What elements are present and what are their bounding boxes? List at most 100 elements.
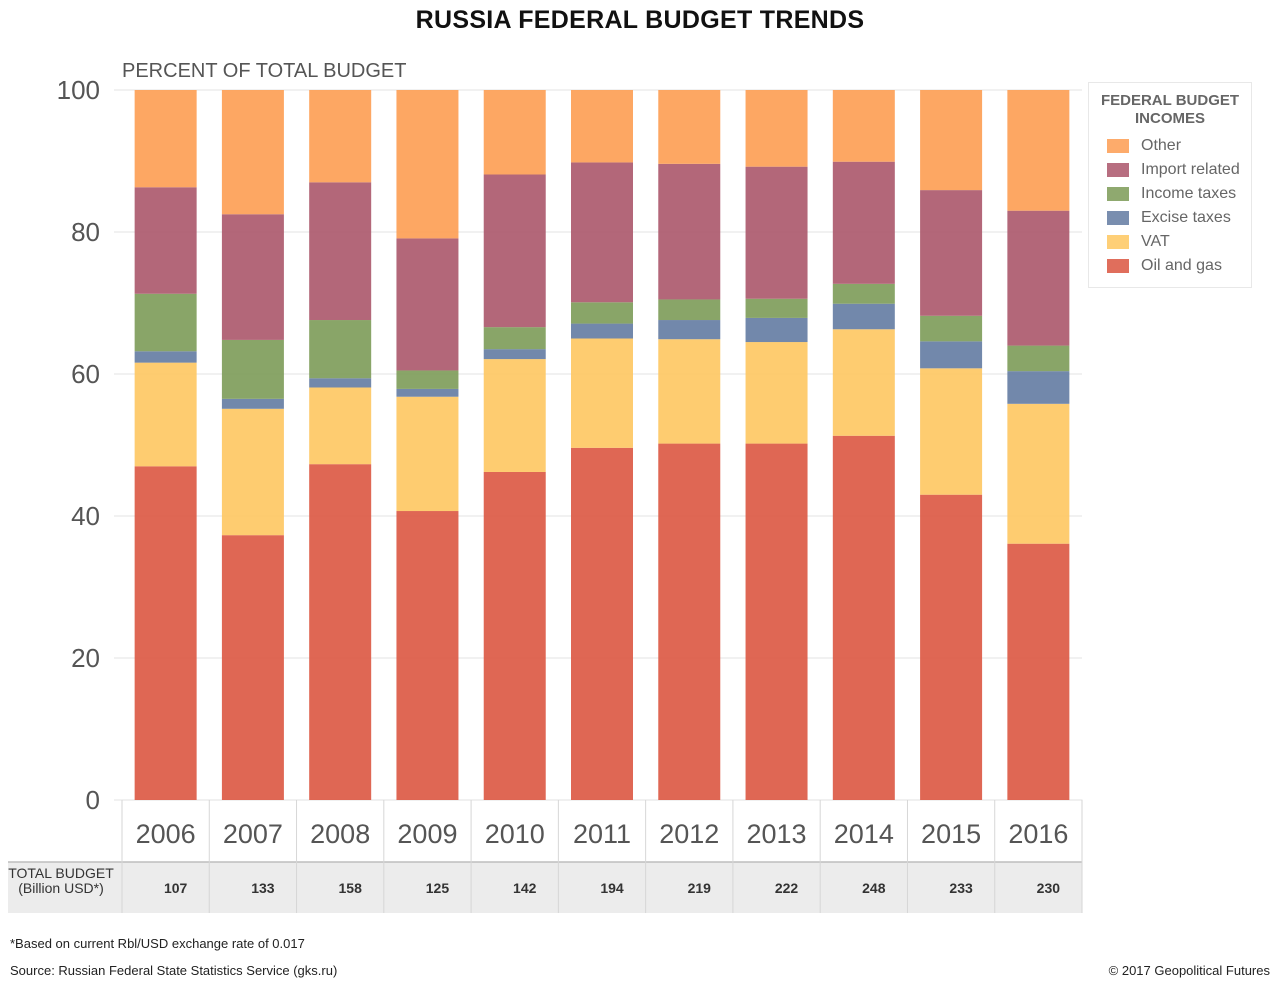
bar-segment bbox=[309, 387, 372, 465]
bar-segment bbox=[745, 90, 808, 167]
legend-label: Oil and gas bbox=[1141, 257, 1222, 274]
x-tick-label: 2012 bbox=[659, 819, 719, 849]
legend-swatch bbox=[1107, 139, 1129, 153]
total-budget-value: 158 bbox=[339, 880, 363, 896]
bar-segment bbox=[920, 315, 983, 342]
legend-item: Excise taxes bbox=[1089, 206, 1251, 230]
y-tick-label: 20 bbox=[71, 643, 100, 673]
bar-segment bbox=[221, 214, 284, 340]
bar-segment bbox=[1007, 210, 1070, 346]
chart-title: RUSSIA FEDERAL BUDGET TRENDS bbox=[415, 6, 865, 34]
y-tick-label: 0 bbox=[86, 785, 100, 815]
x-tick-label: 2008 bbox=[310, 819, 370, 849]
legend-item: VAT bbox=[1089, 230, 1251, 254]
legend-label: Excise taxes bbox=[1141, 209, 1231, 226]
total-budget-label: TOTAL BUDGET (Billion USD*) bbox=[8, 866, 114, 896]
bar-segment bbox=[396, 388, 459, 397]
bar-segment bbox=[134, 351, 197, 363]
legend: FEDERAL BUDGET INCOMES Other Import relat… bbox=[1088, 82, 1252, 288]
bar-segment bbox=[396, 238, 459, 371]
total-budget-value: 222 bbox=[775, 880, 799, 896]
total-budget-value: 248 bbox=[862, 880, 886, 896]
bar-segment bbox=[221, 339, 284, 399]
y-tick-label: 100 bbox=[57, 75, 100, 105]
legend-swatch bbox=[1107, 211, 1129, 225]
bar-segment bbox=[221, 90, 284, 215]
legend-label: Income taxes bbox=[1141, 185, 1237, 202]
bar-segment bbox=[832, 161, 895, 284]
bar-segment bbox=[571, 338, 633, 448]
bar-stack-2009 bbox=[396, 90, 459, 800]
x-tick-label: 2015 bbox=[921, 819, 981, 849]
bar-segment bbox=[134, 293, 197, 352]
bar-segment bbox=[571, 162, 633, 303]
total-row-band bbox=[8, 862, 1082, 913]
legend-swatch bbox=[1107, 235, 1129, 249]
legend-title-line-2: INCOMES bbox=[1134, 110, 1205, 127]
bar-segment bbox=[309, 464, 372, 800]
bar-segment bbox=[1007, 371, 1070, 404]
bar-segment bbox=[483, 349, 546, 360]
bar-segment bbox=[658, 339, 721, 444]
bar-segment bbox=[745, 317, 808, 343]
bar-segment bbox=[134, 362, 197, 467]
total-budget-value: 194 bbox=[600, 880, 624, 896]
bar-segment bbox=[396, 396, 459, 512]
x-tick-label: 2007 bbox=[223, 819, 283, 849]
bar-segment bbox=[920, 90, 983, 191]
bar-segment bbox=[745, 298, 808, 318]
total-budget-value: 133 bbox=[251, 880, 275, 896]
bar-segment bbox=[396, 90, 459, 239]
bar-segment bbox=[396, 511, 459, 800]
bar-stack-2015 bbox=[920, 90, 983, 800]
bar-segment bbox=[134, 466, 197, 800]
bar-segment bbox=[920, 368, 983, 495]
bar-segment bbox=[832, 283, 895, 304]
bar-segment bbox=[571, 447, 633, 800]
legend-item: Import related bbox=[1089, 158, 1251, 182]
legend-label: Import related bbox=[1141, 161, 1240, 178]
bar-segment bbox=[658, 163, 721, 300]
legend-swatch bbox=[1107, 259, 1129, 273]
bar-segment bbox=[832, 303, 895, 330]
legend-label: VAT bbox=[1141, 233, 1170, 250]
bar-segment bbox=[920, 190, 983, 316]
bar-segment bbox=[134, 90, 197, 188]
bar-stack-2014 bbox=[832, 90, 895, 800]
bar-segment bbox=[134, 187, 197, 294]
bar-segment bbox=[832, 435, 895, 800]
y-tick-label: 40 bbox=[71, 501, 100, 531]
bar-stack-2008 bbox=[309, 90, 372, 800]
bar-segment bbox=[483, 90, 546, 175]
legend-item: Income taxes bbox=[1089, 182, 1251, 206]
y-tick-label: 80 bbox=[71, 217, 100, 247]
footnote: *Based on current Rbl/USD exchange rate … bbox=[10, 936, 305, 951]
total-budget-value: 233 bbox=[949, 880, 973, 896]
y-tick-label: 60 bbox=[71, 359, 100, 389]
bar-stack-2016 bbox=[1007, 90, 1070, 800]
total-budget-value: 125 bbox=[426, 880, 450, 896]
legend-items: Other Import related Income taxes Excise ta… bbox=[1089, 134, 1251, 278]
bar-segment bbox=[221, 398, 284, 409]
legend-label: Other bbox=[1141, 137, 1182, 154]
bar-segment bbox=[396, 370, 459, 389]
bar-segment bbox=[571, 302, 633, 324]
bar-stack-2006 bbox=[134, 90, 197, 800]
bar-segment bbox=[658, 299, 721, 321]
bar-segment bbox=[745, 342, 808, 444]
bar-segment bbox=[745, 166, 808, 299]
bar-segment bbox=[483, 327, 546, 350]
source-note: Source: Russian Federal State Statistics… bbox=[10, 963, 338, 978]
total-budget-value: 230 bbox=[1037, 880, 1061, 896]
bar-segment bbox=[309, 182, 372, 321]
total-budget-value: 142 bbox=[513, 880, 537, 896]
bar-stack-2011 bbox=[571, 90, 633, 800]
legend-title-line-1: FEDERAL BUDGET bbox=[1100, 92, 1240, 109]
x-tick-label: 2006 bbox=[136, 819, 196, 849]
x-tick-label: 2013 bbox=[747, 819, 807, 849]
total-budget-label-line-2: (Billion USD*) bbox=[18, 880, 104, 896]
bar-segment bbox=[920, 341, 983, 369]
legend-swatch bbox=[1107, 187, 1129, 201]
bar-segment bbox=[832, 90, 895, 162]
